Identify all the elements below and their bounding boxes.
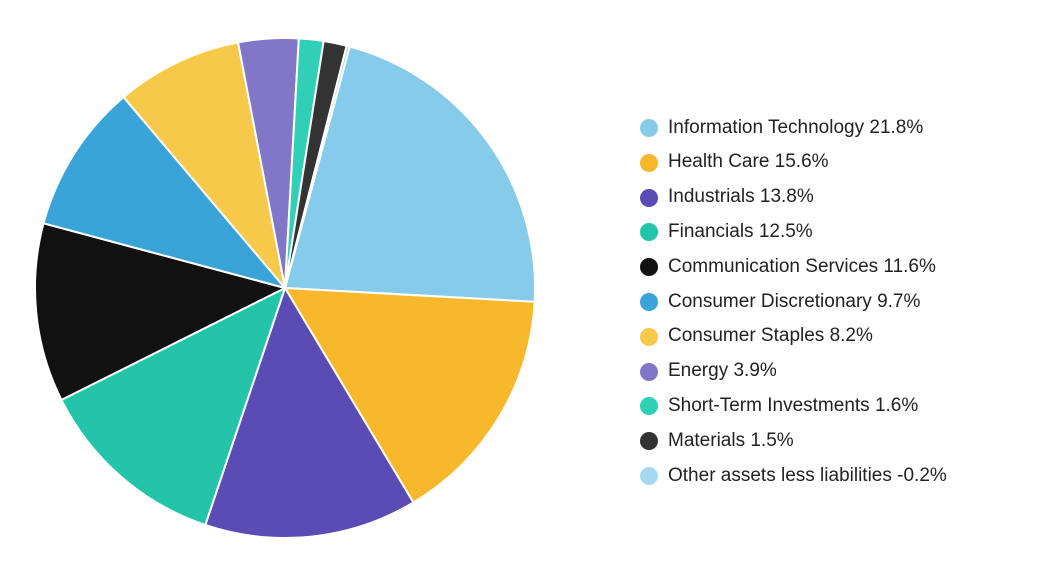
legend-label: Energy 3.9%	[668, 360, 777, 383]
legend-item: Energy 3.9%	[640, 360, 1056, 383]
pie-svg	[0, 0, 620, 576]
legend-item: Information Technology 21.8%	[640, 117, 1056, 140]
legend-label: Short-Term Investments 1.6%	[668, 395, 918, 418]
legend-item: Materials 1.5%	[640, 430, 1056, 453]
legend-swatch	[640, 328, 658, 346]
legend-swatch	[640, 363, 658, 381]
legend-item: Health Care 15.6%	[640, 151, 1056, 174]
legend-item: Industrials 13.8%	[640, 186, 1056, 209]
legend-label: Communication Services 11.6%	[668, 256, 936, 279]
legend-swatch	[640, 258, 658, 276]
legend-label: Industrials 13.8%	[668, 186, 814, 209]
legend-item: Financials 12.5%	[640, 221, 1056, 244]
legend-item: Short-Term Investments 1.6%	[640, 395, 1056, 418]
legend-swatch	[640, 293, 658, 311]
legend-label: Health Care 15.6%	[668, 151, 829, 174]
sector-allocation-chart: Information Technology 21.8% Health Care …	[0, 0, 1056, 576]
legend-label: Financials 12.5%	[668, 221, 813, 244]
legend-item: Other assets less liabilities -0.2%	[640, 465, 1056, 488]
legend-label: Consumer Discretionary 9.7%	[668, 291, 920, 314]
legend-label: Consumer Staples 8.2%	[668, 325, 873, 348]
pie-chart	[0, 0, 620, 576]
legend-swatch	[640, 154, 658, 172]
legend-swatch	[640, 223, 658, 241]
legend: Information Technology 21.8% Health Care …	[620, 77, 1056, 500]
legend-swatch	[640, 467, 658, 485]
legend-label: Materials 1.5%	[668, 430, 794, 453]
legend-label: Information Technology 21.8%	[668, 117, 923, 140]
legend-item: Consumer Discretionary 9.7%	[640, 291, 1056, 314]
legend-swatch	[640, 119, 658, 137]
legend-item: Communication Services 11.6%	[640, 256, 1056, 279]
legend-item: Consumer Staples 8.2%	[640, 325, 1056, 348]
legend-label: Other assets less liabilities -0.2%	[668, 465, 947, 488]
legend-swatch	[640, 397, 658, 415]
legend-swatch	[640, 432, 658, 450]
legend-swatch	[640, 189, 658, 207]
